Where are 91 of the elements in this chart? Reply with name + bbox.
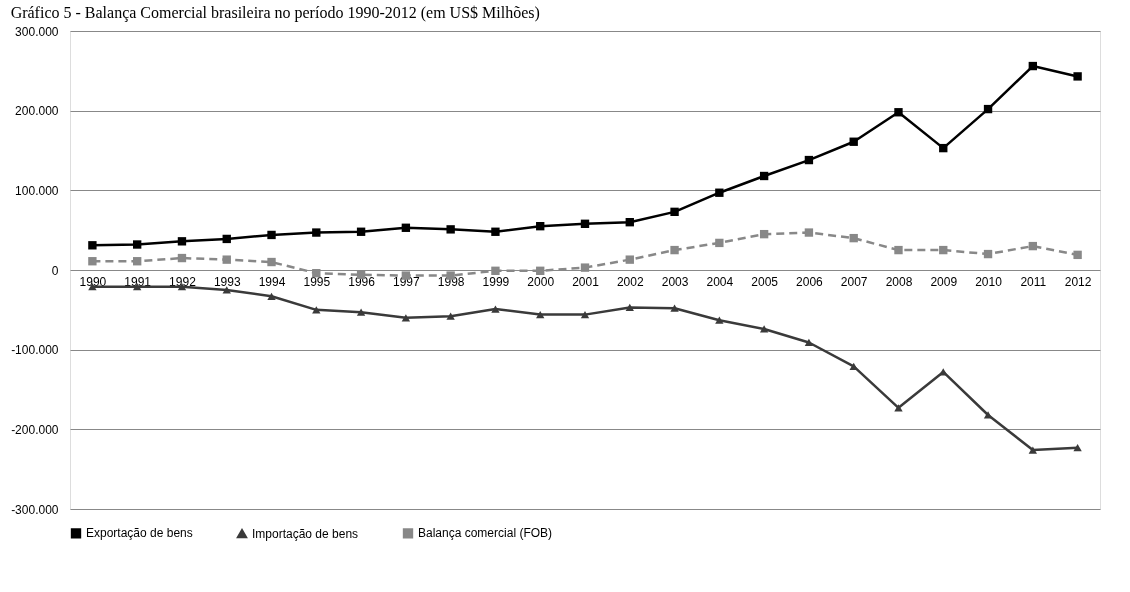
point (536, 310, 545, 319)
x-tick-label: 2000 (527, 274, 555, 289)
point (849, 233, 858, 243)
legend-label: Balança comercial (FOB) (418, 526, 553, 541)
point (894, 404, 903, 412)
y-tick-label: 0 (51, 263, 59, 278)
x-tick-label: 2010 (975, 274, 1003, 289)
point (670, 207, 679, 217)
point (1028, 241, 1038, 251)
point (759, 171, 769, 181)
y-tick-label: 300.000 (15, 24, 59, 39)
point (670, 245, 679, 255)
x-tick-label: 2012 (1064, 274, 1092, 289)
x-tick-label: 2011 (1020, 274, 1047, 289)
y-tick-label: 100.000 (15, 183, 59, 198)
point (715, 188, 724, 197)
point (222, 286, 231, 294)
point (222, 255, 231, 264)
point (356, 308, 366, 316)
point (536, 266, 545, 275)
x-tick-label: 1990 (79, 274, 107, 289)
point (312, 228, 321, 237)
x-tick-label: 2005 (751, 274, 779, 289)
legend-label: Exportação de bens (86, 526, 193, 541)
y-tick-label: -100.000 (11, 343, 59, 358)
x-tick-label: 2001 (572, 274, 600, 289)
point (849, 362, 858, 371)
y-tick-label: 200.000 (15, 104, 59, 119)
x-tick-label: 1999 (482, 274, 510, 289)
point (88, 241, 97, 250)
point (804, 155, 814, 165)
y-tick-label: -300.000 (11, 502, 59, 517)
point (446, 312, 455, 320)
chart-title: Gráfico 5 - Balança Comercial brasileira no período 1990-2012 (em US$ Milhões) (10, 4, 540, 22)
point (401, 223, 411, 232)
point (580, 219, 590, 228)
point (580, 263, 590, 272)
point (1028, 446, 1038, 454)
point (939, 245, 948, 255)
point (356, 227, 366, 236)
point (88, 257, 97, 266)
point (759, 325, 769, 333)
point (132, 257, 142, 266)
point (536, 222, 545, 231)
point (491, 266, 500, 275)
point (401, 314, 411, 322)
x-tick-label: 1995 (303, 274, 331, 289)
point (715, 316, 724, 324)
point (1073, 444, 1082, 452)
x-tick-label: 1994 (258, 274, 286, 289)
point (983, 249, 993, 259)
point (894, 245, 903, 255)
point (580, 310, 590, 319)
point (625, 303, 634, 312)
x-tick-label: 2009 (930, 274, 958, 289)
point (759, 229, 769, 239)
point (804, 228, 814, 237)
x-tick-label: 2002 (616, 274, 644, 289)
point (939, 143, 948, 153)
x-tick-label: 2003 (661, 274, 689, 289)
point (177, 237, 187, 246)
point (267, 230, 276, 240)
point (715, 238, 724, 248)
point (491, 305, 500, 313)
point (222, 234, 231, 244)
point (849, 137, 858, 146)
point (1028, 61, 1038, 71)
point (1073, 250, 1082, 260)
point (177, 253, 187, 263)
point (267, 292, 276, 300)
y-tick-label: -200.000 (11, 422, 59, 437)
point (267, 257, 276, 267)
point (670, 304, 679, 312)
point (804, 338, 814, 347)
point (491, 227, 500, 236)
x-tick-label: 1993 (213, 274, 241, 289)
x-tick-label: 2007 (840, 274, 868, 289)
x-tick-label: 2006 (796, 274, 824, 289)
point (625, 218, 634, 227)
point (625, 255, 634, 264)
point (939, 368, 948, 376)
point (132, 240, 142, 249)
x-tick-label: 2004 (706, 274, 734, 289)
x-tick-label: 2008 (885, 274, 913, 289)
point (1073, 72, 1082, 81)
legend-label: Importação de bens (252, 526, 359, 541)
x-tick-label: 1992 (169, 274, 197, 289)
point (894, 108, 903, 117)
point (983, 104, 993, 114)
x-tick-label: 1991 (124, 274, 152, 289)
point (446, 225, 455, 234)
